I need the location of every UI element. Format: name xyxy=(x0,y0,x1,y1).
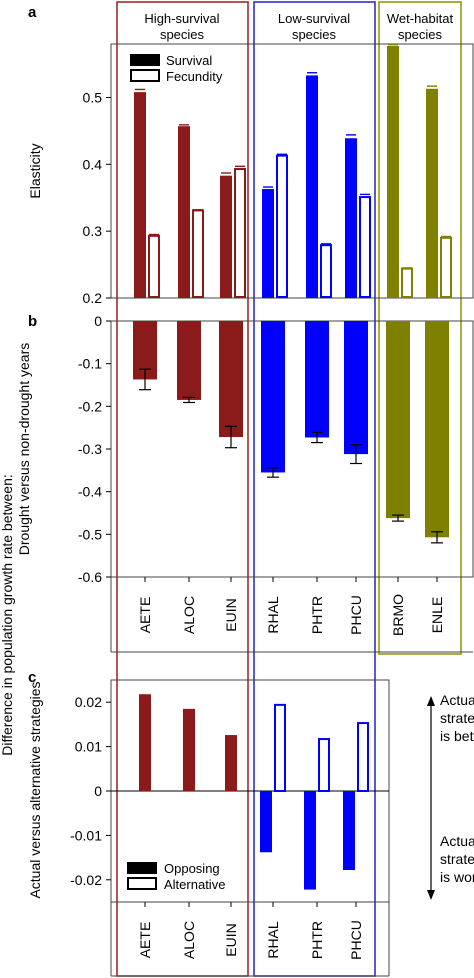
bar-opposing-rhal xyxy=(260,791,272,853)
annotation-worse-line3: is worse xyxy=(440,869,474,885)
group-frame-wet-habitat xyxy=(378,1,462,655)
xtick-label-c-aete: AETE xyxy=(137,922,153,959)
legend-swatch-fecundity xyxy=(130,69,160,82)
legend-swatch-opposing xyxy=(127,862,157,874)
xtick-label-b-phtr: PHTR xyxy=(309,596,325,634)
bar-drought-rhal xyxy=(261,321,285,473)
bar-survival-phcu xyxy=(345,138,357,298)
ytick-label-b-1: -0.1 xyxy=(78,356,102,372)
xtick-label-c-aloc: ALOC xyxy=(181,921,197,959)
bar-opposing-euin xyxy=(225,735,237,791)
bar-survival-brmo xyxy=(387,46,399,298)
xtick-label-c-rhal: RHAL xyxy=(265,921,281,959)
bar-fecundity-euin xyxy=(234,167,246,298)
bar-drought-euin xyxy=(219,321,243,438)
bar-drought-brmo xyxy=(386,321,410,519)
ytick-label-b-3: -0.3 xyxy=(78,441,102,457)
bar-fecundity-aete xyxy=(148,234,160,298)
shared-ylabel-line1: Difference in population growth rate bet… xyxy=(0,474,15,755)
legend-swatch-alternative xyxy=(127,877,157,890)
ytick-label-b-2: -0.2 xyxy=(78,398,102,414)
legend-label-survival: Survival xyxy=(166,53,212,68)
bar-drought-enle xyxy=(425,321,449,538)
bar-fecundity-enle xyxy=(440,236,452,298)
bar-survival-euin xyxy=(220,175,232,298)
xtick-label-b-aete: AETE xyxy=(137,597,153,634)
shared-ylabel-line3: Actual versus alternative strategies xyxy=(27,681,43,898)
ytick-label-b-6: -0.6 xyxy=(78,569,102,585)
bar-opposing-phcu xyxy=(343,791,355,871)
ytick-label-a-3: 0.5 xyxy=(83,89,103,105)
bar-survival-aloc xyxy=(178,126,190,298)
legend-label-opposing: Opposing xyxy=(164,861,220,876)
annotation-worse-line1: Actual xyxy=(440,833,474,849)
bar-fecundity-rhal xyxy=(276,154,288,298)
group-title-high-line1: High-survival xyxy=(144,11,219,26)
group-title-low-line2: species xyxy=(292,27,337,42)
xtick-label-b-aloc: ALOC xyxy=(181,596,197,634)
bar-drought-phcu xyxy=(344,321,368,455)
legend-label-fecundity: Fecundity xyxy=(166,69,223,84)
xtick-label-b-brmo: BRMO xyxy=(390,594,406,636)
ytick-label-c-4: -0.02 xyxy=(70,872,102,888)
bar-opposing-aete xyxy=(139,694,151,791)
xtick-label-c-euin: EUIN xyxy=(223,923,239,956)
annotation-better-line2: strategy xyxy=(440,710,474,726)
ytick-label-b-5: -0.5 xyxy=(78,526,102,542)
panel-b-frame xyxy=(110,320,474,578)
xtick-label-c-phcu: PHCU xyxy=(348,920,364,960)
annotation-better-line1: Actual xyxy=(440,692,474,708)
ytick-label-c-0: 0.02 xyxy=(75,694,102,710)
xtick-label-c-phtr: PHTR xyxy=(309,921,325,959)
legend-swatch-survival xyxy=(130,54,160,66)
annotation-worse-line2: strategy xyxy=(440,851,474,867)
panel-a-frame xyxy=(110,43,474,299)
bar-survival-aete xyxy=(134,92,146,298)
arrow-up-icon xyxy=(427,696,435,706)
ytick-label-c-2: 0 xyxy=(94,783,102,799)
bar-alternative-phtr xyxy=(318,738,330,792)
ytick-label-a-1: 0.3 xyxy=(83,223,103,239)
xtick-label-b-euin: EUIN xyxy=(223,598,239,631)
panel-letter-a: a xyxy=(28,4,37,21)
legend-label-alternative: Alternative xyxy=(164,877,225,892)
ytick-label-a-2: 0.4 xyxy=(83,156,103,172)
group-title-high-line2: species xyxy=(160,27,205,42)
group-title-wet-line2: species xyxy=(398,27,443,42)
bar-drought-aloc xyxy=(177,321,201,400)
ytick-label-b-4: -0.4 xyxy=(78,484,102,500)
arrow-down-icon xyxy=(427,890,435,900)
bar-fecundity-brmo xyxy=(401,267,413,299)
bar-survival-phtr xyxy=(306,75,318,298)
bar-alternative-phcu xyxy=(357,722,369,792)
panel-letter-c: c xyxy=(28,669,36,686)
bar-alternative-rhal xyxy=(274,703,286,793)
bar-fecundity-aloc xyxy=(192,209,204,298)
ytick-label-c-3: -0.01 xyxy=(70,827,102,843)
xtick-label-b-phcu: PHCU xyxy=(348,595,364,635)
bar-fecundity-phtr xyxy=(320,244,332,298)
xtick-label-b-rhal: RHAL xyxy=(265,596,281,634)
ytick-label-b-0: 0 xyxy=(94,313,102,329)
bar-survival-rhal xyxy=(262,189,274,298)
panel-a-ylabel: Elasticity xyxy=(27,143,43,198)
bar-survival-enle xyxy=(426,88,438,298)
panel-letter-b: b xyxy=(28,313,37,330)
xtick-label-b-enle: ENLE xyxy=(429,597,445,634)
ytick-label-a-0: 0.2 xyxy=(83,290,103,306)
annotation-better-line3: is better xyxy=(440,728,474,744)
group-title-low-line1: Low-survival xyxy=(278,11,350,26)
bar-fecundity-phcu xyxy=(359,196,371,298)
shared-ylabel-line2: Drought versus non-drought years xyxy=(16,343,32,555)
bar-opposing-aloc xyxy=(183,708,195,791)
ytick-label-c-1: 0.01 xyxy=(75,739,102,755)
bar-opposing-phtr xyxy=(304,791,316,890)
group-title-wet-line1: Wet-habitat xyxy=(387,11,454,26)
bar-drought-phtr xyxy=(305,321,329,438)
